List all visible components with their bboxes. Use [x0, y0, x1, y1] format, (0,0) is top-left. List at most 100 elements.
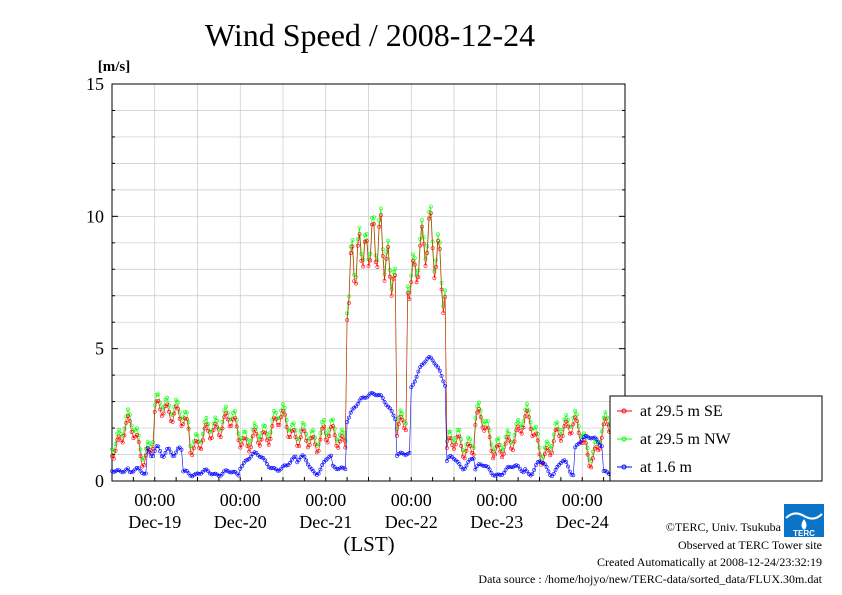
series-se-point [450, 443, 455, 447]
series-nw-point [152, 403, 157, 408]
series-se-point [347, 301, 351, 305]
series-se-point [295, 443, 300, 448]
series-se-point [525, 408, 529, 413]
series-se-point [558, 438, 563, 443]
series-near-ground-point [188, 473, 193, 478]
series-near-ground-point [111, 470, 116, 474]
series-near-ground-point [147, 450, 152, 455]
series-near-ground-point [462, 466, 467, 471]
series-nw-point [222, 408, 227, 413]
series-se-point [473, 423, 478, 427]
series-near-ground-point [377, 392, 382, 397]
series-nw-point [544, 439, 549, 444]
series-nw-point [330, 417, 335, 422]
series-nw-point [156, 392, 161, 397]
series-near-ground-point [288, 460, 293, 465]
series-near-ground-point [115, 468, 120, 473]
series-se-point [158, 407, 162, 412]
series-se-point [448, 436, 453, 441]
series-se-point [297, 444, 301, 448]
series-near-ground-point [291, 455, 296, 460]
series-nw-point [576, 424, 581, 429]
series-se-point [560, 434, 565, 438]
series-near-ground-point [220, 471, 225, 476]
series-nw-point [188, 444, 193, 448]
series-se-point [414, 280, 419, 285]
series-nw-point [236, 431, 241, 436]
series-se-point [200, 438, 205, 443]
series-nw-point [384, 250, 389, 254]
series-near-ground-point [455, 459, 460, 464]
series-nw-point [420, 218, 424, 222]
series-se-point [386, 245, 390, 250]
series-near-ground-point [544, 465, 549, 469]
series-nw-point [364, 232, 369, 237]
series-nw-point [261, 423, 266, 428]
series-se-point [544, 446, 549, 451]
series-nw-point [526, 408, 531, 413]
series-nw-point [263, 424, 268, 428]
series-near-ground-point [152, 449, 157, 453]
series-se-point [514, 428, 519, 433]
series-near-ground-point [138, 468, 143, 473]
series-near-ground-point [530, 472, 535, 477]
series-se-point [361, 264, 366, 269]
series-nw-point [457, 427, 462, 432]
series-nw-point [379, 206, 383, 211]
series-se-point [464, 449, 469, 453]
series-nw-point [243, 430, 248, 434]
series-near-ground-point [553, 468, 558, 472]
series-near-ground-point [224, 468, 228, 473]
series-near-ground-point [213, 471, 218, 476]
series-se-point [322, 424, 326, 429]
logo-text: TERC [793, 529, 815, 538]
series-se-point [434, 265, 439, 269]
series-nw-point [484, 419, 488, 423]
series-nw-point [286, 428, 291, 433]
series-se-point [537, 452, 542, 457]
series-nw-point [129, 423, 134, 428]
series-nw-point [345, 311, 350, 316]
series-se-point [599, 435, 604, 440]
series-near-ground-point [156, 444, 161, 449]
series-se-point [350, 244, 355, 249]
series-se-point [186, 426, 191, 431]
series-nw-point [473, 416, 478, 421]
series-near-ground-point [282, 463, 287, 468]
series-se-point [567, 431, 572, 436]
x-time-tick-label: 00:00 [562, 490, 603, 510]
series-near-ground-point [268, 466, 273, 471]
series-se-point [493, 452, 497, 457]
series-nw-point [432, 269, 437, 274]
series-near-ground-point [135, 465, 139, 470]
series-near-ground-point [501, 471, 506, 475]
series-se-point [332, 433, 337, 438]
series-nw-point [350, 237, 355, 242]
series-nw-point [485, 419, 490, 423]
series-se-point [224, 411, 228, 416]
series-near-ground-point [427, 355, 431, 359]
series-se-point [393, 273, 398, 278]
series-nw-point [507, 431, 512, 436]
series-nw-point [585, 446, 590, 450]
series-se-point [373, 260, 378, 264]
series-near-ground-point [119, 469, 123, 474]
series-se-point [288, 435, 293, 440]
series-nw-point [582, 431, 586, 436]
series-nw-point [436, 232, 440, 237]
series-se-point [154, 399, 159, 404]
series-nw-point [323, 431, 328, 436]
series-nw-point [200, 431, 205, 436]
series-nw-point [428, 204, 433, 209]
series-near-ground-point [485, 464, 490, 469]
x-date-tick-label: Dec-23 [470, 512, 523, 532]
series-se-point [327, 434, 332, 439]
series-se-point [523, 414, 528, 419]
series-nw-point [418, 237, 423, 241]
y-tick-label: 15 [86, 74, 104, 94]
series-nw-point [489, 442, 494, 447]
series-nw-point [213, 415, 218, 420]
terc-logo: TERC [784, 504, 824, 538]
series-nw-point [471, 445, 476, 450]
series-near-ground-point [143, 471, 148, 476]
